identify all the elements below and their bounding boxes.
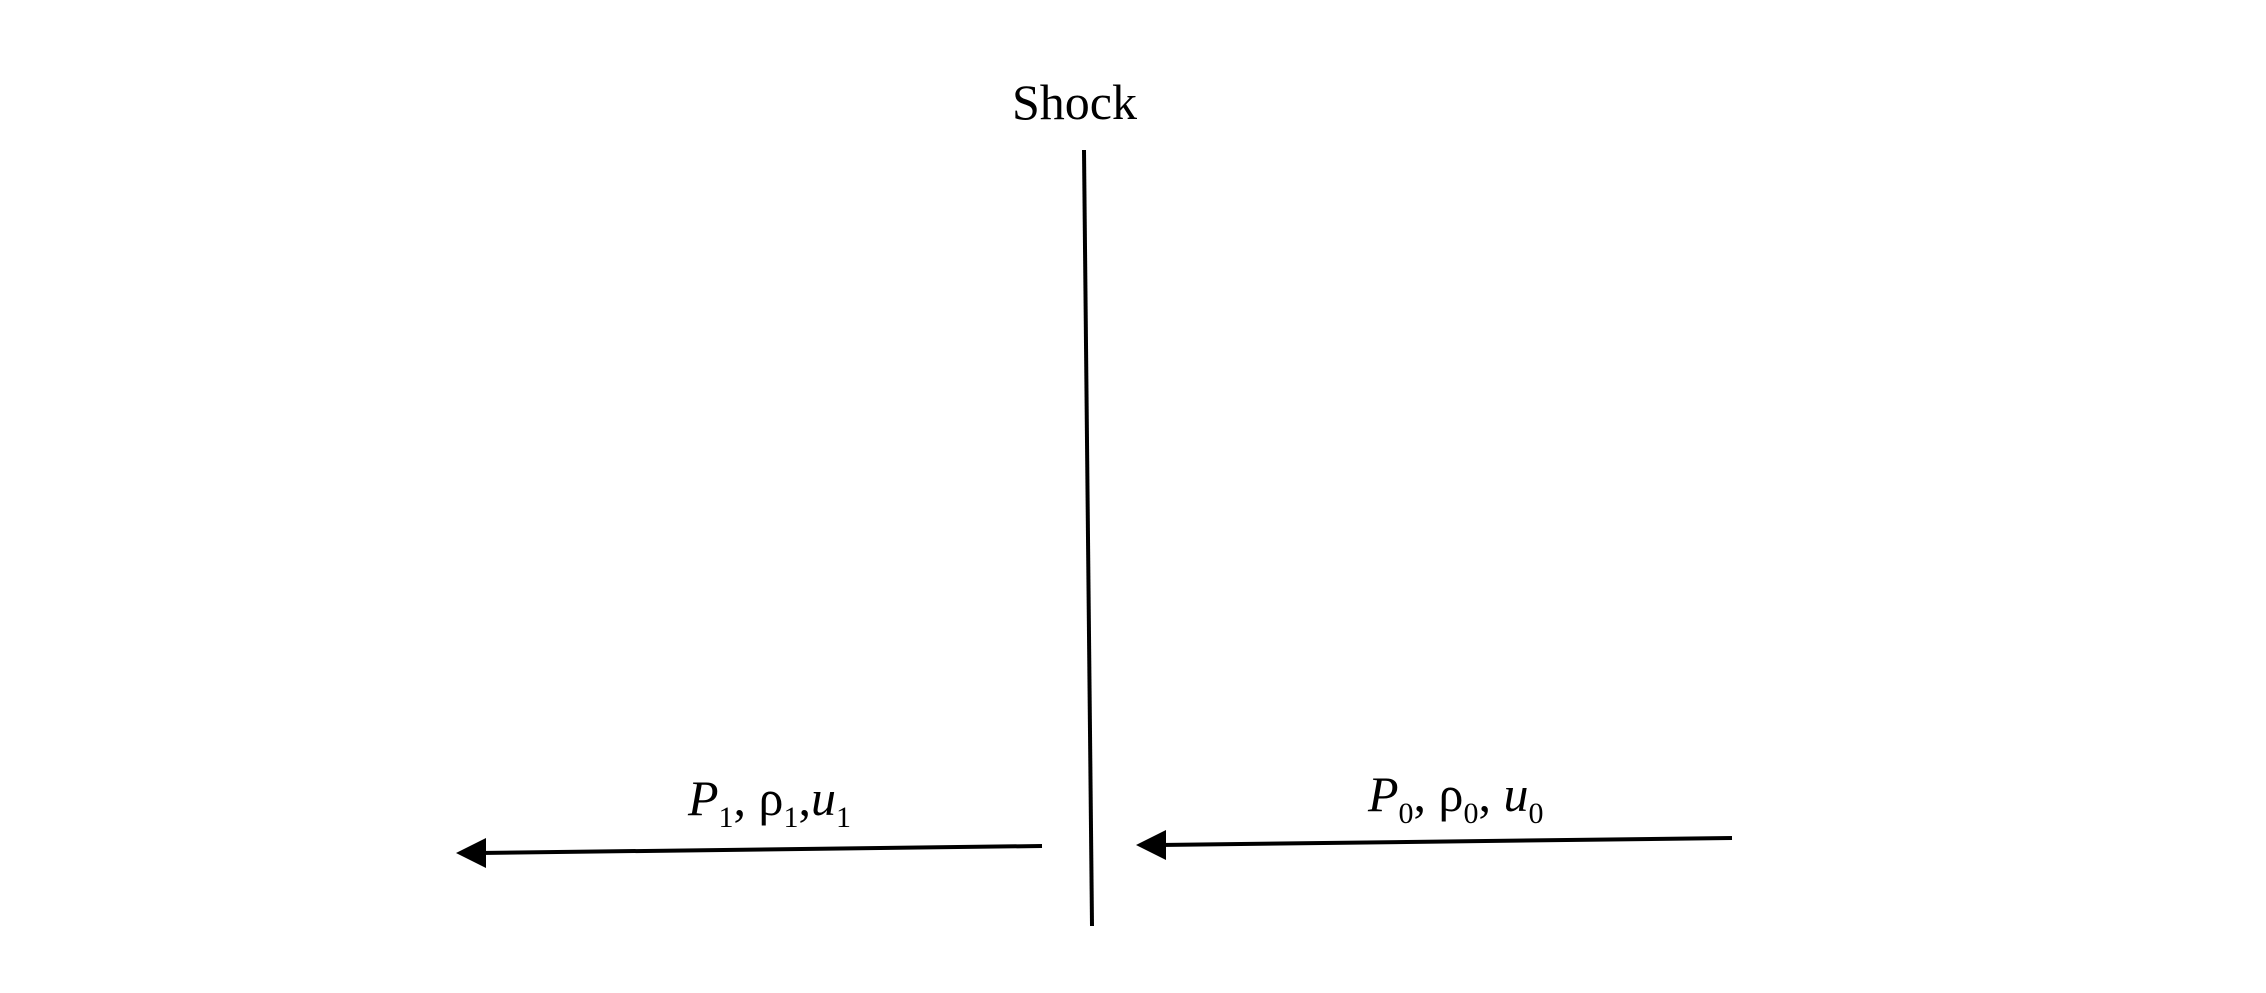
upstream-arrowhead (1136, 830, 1166, 860)
velocity-symbol: u (811, 770, 836, 826)
velocity-subscript: 1 (836, 801, 851, 834)
density-symbol: ρ (758, 770, 784, 826)
shock-line (1082, 149, 1094, 927)
velocity-symbol: u (1503, 766, 1529, 822)
separator: , (733, 770, 747, 826)
downstream-state-label: P1, ρ1,u1 (688, 768, 851, 836)
velocity-subscript: 0 (1528, 797, 1544, 830)
upstream-state-label: P0, ρ0, u0 (1368, 764, 1544, 832)
pressure-symbol: P (688, 770, 719, 826)
separator: , (1413, 766, 1427, 822)
density-symbol: ρ (1438, 766, 1464, 822)
upstream-arrow-shaft (1159, 836, 1733, 847)
shock-label: Shock (1012, 74, 1137, 130)
separator: , (1478, 766, 1492, 822)
pressure-subscript: 0 (1398, 797, 1414, 830)
downstream-arrow-shaft (479, 844, 1043, 855)
separator: , (798, 770, 812, 826)
density-subscript: 0 (1463, 797, 1479, 830)
pressure-subscript: 1 (718, 801, 734, 834)
pressure-symbol: P (1368, 766, 1399, 822)
downstream-arrowhead (456, 838, 486, 868)
density-subscript: 1 (783, 801, 799, 834)
